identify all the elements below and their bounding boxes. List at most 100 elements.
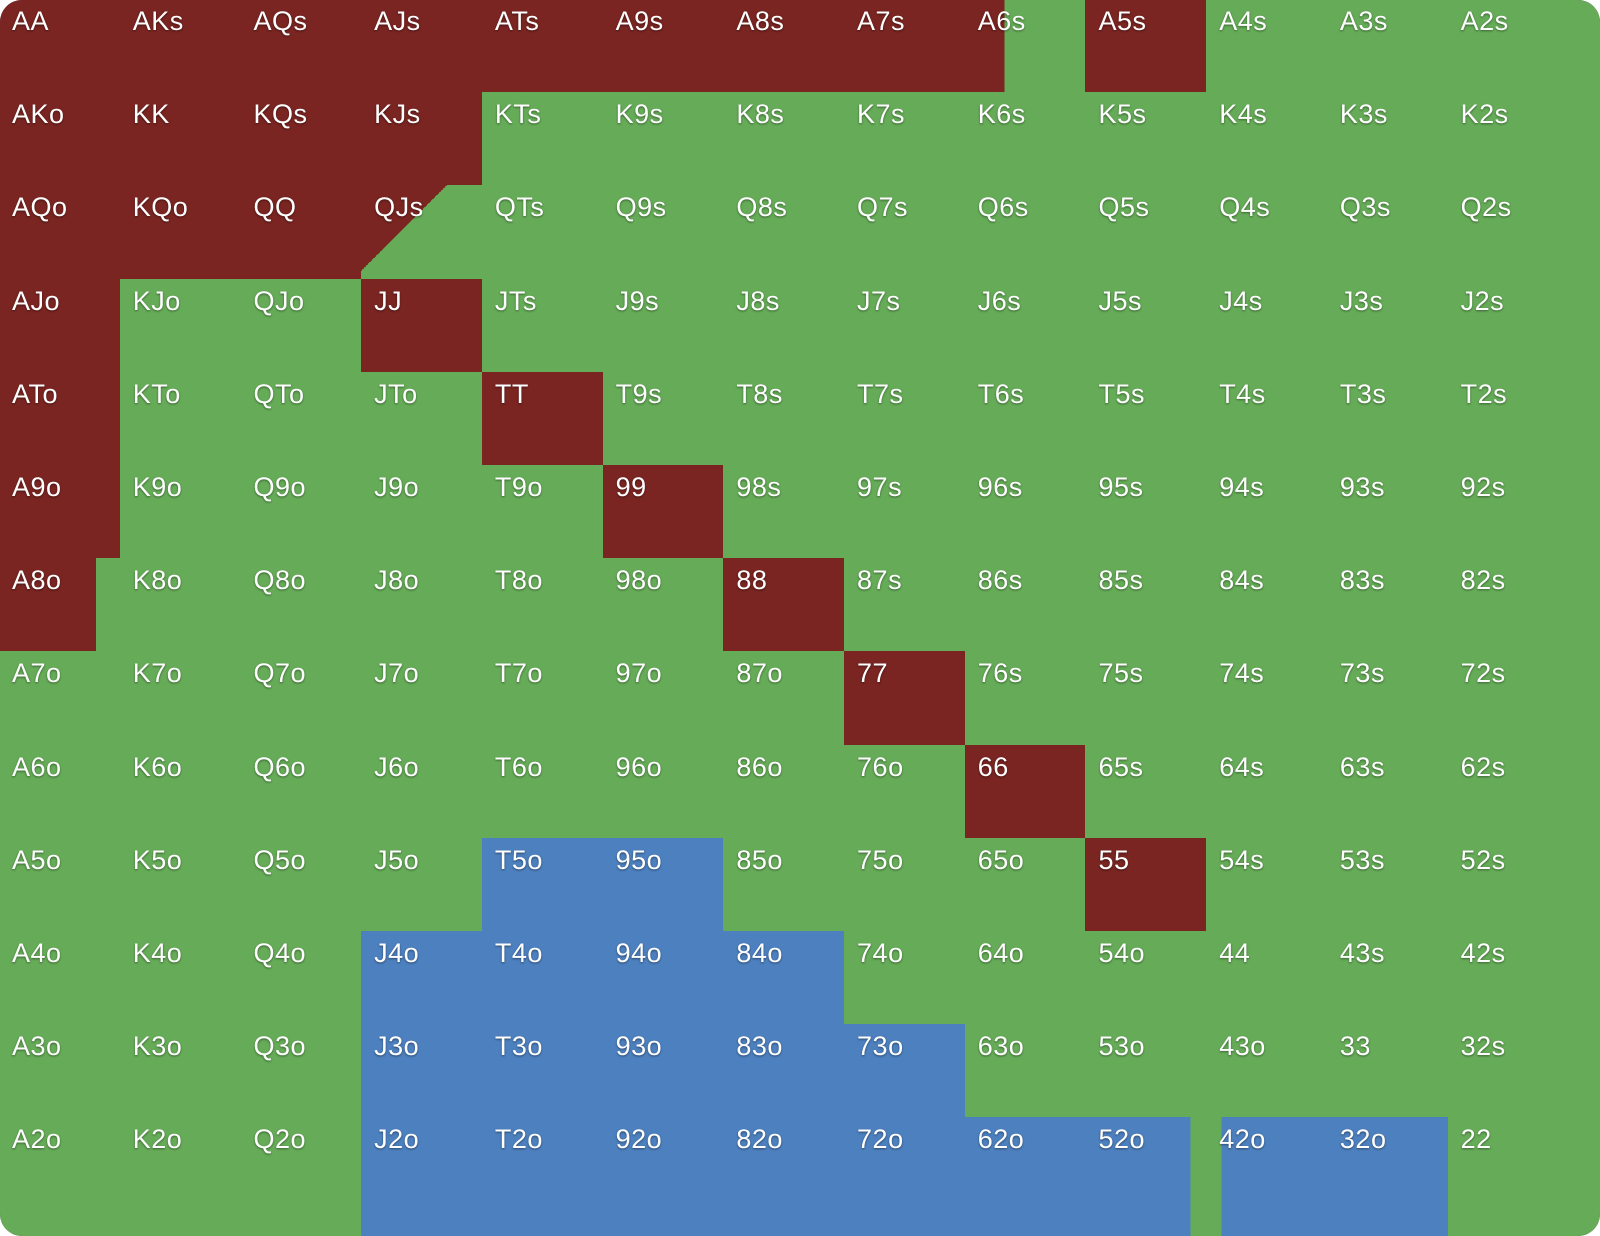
hand-cell-K7o[interactable]: K7o bbox=[119, 651, 241, 745]
hand-cell-54s[interactable]: 54s bbox=[1206, 837, 1327, 931]
hand-cell-95s[interactable]: 95s bbox=[1085, 464, 1207, 559]
hand-cell-KK[interactable]: KK bbox=[119, 92, 241, 186]
hand-cell-95o[interactable]: 95o bbox=[602, 837, 724, 931]
hand-cell-K4s[interactable]: K4s bbox=[1206, 92, 1327, 186]
hand-cell-K5s[interactable]: K5s bbox=[1085, 92, 1207, 186]
hand-cell-T9o[interactable]: T9o bbox=[481, 464, 603, 559]
hand-cell-T3s[interactable]: T3s bbox=[1326, 371, 1448, 465]
hand-cell-T4o[interactable]: T4o bbox=[481, 930, 603, 1025]
hand-cell-64o[interactable]: 64o bbox=[964, 930, 1086, 1025]
hand-cell-85o[interactable]: 85o bbox=[723, 837, 845, 931]
hand-cell-86s[interactable]: 86s bbox=[964, 558, 1086, 652]
hand-cell-K3o[interactable]: K3o bbox=[119, 1024, 241, 1118]
hand-cell-Q2s[interactable]: Q2s bbox=[1447, 185, 1600, 279]
hand-cell-96s[interactable]: 96s bbox=[964, 464, 1086, 559]
hand-cell-62o[interactable]: 62o bbox=[964, 1117, 1086, 1236]
hand-cell-63o[interactable]: 63o bbox=[964, 1024, 1086, 1118]
hand-cell-J3o[interactable]: J3o bbox=[361, 1024, 482, 1118]
hand-cell-T2o[interactable]: T2o bbox=[481, 1117, 603, 1236]
hand-cell-32s[interactable]: 32s bbox=[1447, 1024, 1600, 1118]
hand-cell-83o[interactable]: 83o bbox=[723, 1024, 845, 1118]
hand-cell-82s[interactable]: 82s bbox=[1447, 558, 1600, 652]
hand-cell-J4s[interactable]: J4s bbox=[1206, 278, 1327, 372]
hand-cell-A8o[interactable]: A8o bbox=[0, 558, 120, 652]
hand-cell-K8s[interactable]: K8s bbox=[723, 92, 845, 186]
hand-cell-43o[interactable]: 43o bbox=[1206, 1024, 1327, 1118]
hand-cell-74o[interactable]: 74o bbox=[844, 930, 965, 1025]
hand-cell-Q9s[interactable]: Q9s bbox=[602, 185, 724, 279]
hand-cell-88[interactable]: 88 bbox=[723, 558, 845, 652]
hand-cell-J3s[interactable]: J3s bbox=[1326, 278, 1448, 372]
hand-cell-AJs[interactable]: AJs bbox=[361, 0, 482, 93]
hand-cell-64s[interactable]: 64s bbox=[1206, 744, 1327, 838]
hand-cell-53o[interactable]: 53o bbox=[1085, 1024, 1207, 1118]
hand-cell-T6o[interactable]: T6o bbox=[481, 744, 603, 838]
hand-cell-K7s[interactable]: K7s bbox=[844, 92, 965, 186]
hand-cell-43s[interactable]: 43s bbox=[1326, 930, 1448, 1025]
hand-cell-AJo[interactable]: AJo bbox=[0, 278, 120, 372]
hand-cell-T9s[interactable]: T9s bbox=[602, 371, 724, 465]
hand-cell-A6o[interactable]: A6o bbox=[0, 744, 120, 838]
hand-cell-ATs[interactable]: ATs bbox=[481, 0, 603, 93]
hand-cell-K9s[interactable]: K9s bbox=[602, 92, 724, 186]
hand-cell-KJs[interactable]: KJs bbox=[361, 92, 482, 186]
hand-cell-53s[interactable]: 53s bbox=[1326, 837, 1448, 931]
hand-cell-83s[interactable]: 83s bbox=[1326, 558, 1448, 652]
hand-cell-Q8s[interactable]: Q8s bbox=[723, 185, 845, 279]
hand-cell-82o[interactable]: 82o bbox=[723, 1117, 845, 1236]
hand-cell-KTs[interactable]: KTs bbox=[481, 92, 603, 186]
hand-cell-86o[interactable]: 86o bbox=[723, 744, 845, 838]
hand-cell-42s[interactable]: 42s bbox=[1447, 930, 1600, 1025]
hand-cell-QTo[interactable]: QTo bbox=[240, 371, 362, 465]
hand-cell-AQs[interactable]: AQs bbox=[240, 0, 362, 93]
hand-cell-Q5o[interactable]: Q5o bbox=[240, 837, 362, 931]
hand-cell-T7s[interactable]: T7s bbox=[844, 371, 965, 465]
hand-cell-T7o[interactable]: T7o bbox=[481, 651, 603, 745]
hand-cell-J8o[interactable]: J8o bbox=[361, 558, 482, 652]
hand-cell-Q7s[interactable]: Q7s bbox=[844, 185, 965, 279]
hand-cell-T8o[interactable]: T8o bbox=[481, 558, 603, 652]
hand-cell-KQs[interactable]: KQs bbox=[240, 92, 362, 186]
hand-cell-55[interactable]: 55 bbox=[1085, 837, 1207, 931]
hand-cell-52o[interactable]: 52o bbox=[1085, 1117, 1207, 1236]
hand-cell-K8o[interactable]: K8o bbox=[119, 558, 241, 652]
hand-cell-AA[interactable]: AA bbox=[0, 0, 120, 93]
hand-cell-84o[interactable]: 84o bbox=[723, 930, 845, 1025]
hand-cell-K4o[interactable]: K4o bbox=[119, 930, 241, 1025]
hand-cell-Q4o[interactable]: Q4o bbox=[240, 930, 362, 1025]
hand-cell-TT[interactable]: TT bbox=[481, 371, 603, 465]
hand-cell-96o[interactable]: 96o bbox=[602, 744, 724, 838]
hand-cell-KJo[interactable]: KJo bbox=[119, 278, 241, 372]
hand-cell-94s[interactable]: 94s bbox=[1206, 464, 1327, 559]
hand-cell-KQo[interactable]: KQo bbox=[119, 185, 241, 279]
hand-cell-J5o[interactable]: J5o bbox=[361, 837, 482, 931]
hand-cell-A5o[interactable]: A5o bbox=[0, 837, 120, 931]
hand-cell-A3s[interactable]: A3s bbox=[1326, 0, 1448, 93]
hand-cell-K6o[interactable]: K6o bbox=[119, 744, 241, 838]
hand-cell-KTo[interactable]: KTo bbox=[119, 371, 241, 465]
hand-cell-A9s[interactable]: A9s bbox=[602, 0, 724, 93]
hand-cell-93o[interactable]: 93o bbox=[602, 1024, 724, 1118]
hand-cell-92o[interactable]: 92o bbox=[602, 1117, 724, 1236]
hand-cell-A2s[interactable]: A2s bbox=[1447, 0, 1600, 93]
hand-cell-QTs[interactable]: QTs bbox=[481, 185, 603, 279]
hand-cell-87o[interactable]: 87o bbox=[723, 651, 845, 745]
hand-cell-74s[interactable]: 74s bbox=[1206, 651, 1327, 745]
hand-cell-Q8o[interactable]: Q8o bbox=[240, 558, 362, 652]
hand-cell-J5s[interactable]: J5s bbox=[1085, 278, 1207, 372]
hand-cell-73s[interactable]: 73s bbox=[1326, 651, 1448, 745]
hand-cell-JJ[interactable]: JJ bbox=[361, 278, 482, 372]
hand-cell-J6s[interactable]: J6s bbox=[964, 278, 1086, 372]
hand-cell-AKs[interactable]: AKs bbox=[119, 0, 241, 93]
hand-cell-98o[interactable]: 98o bbox=[602, 558, 724, 652]
hand-cell-J6o[interactable]: J6o bbox=[361, 744, 482, 838]
hand-cell-98s[interactable]: 98s bbox=[723, 464, 845, 559]
hand-cell-T5o[interactable]: T5o bbox=[481, 837, 603, 931]
hand-cell-JTo[interactable]: JTo bbox=[361, 371, 482, 465]
hand-cell-T5s[interactable]: T5s bbox=[1085, 371, 1207, 465]
hand-cell-54o[interactable]: 54o bbox=[1085, 930, 1207, 1025]
hand-cell-76s[interactable]: 76s bbox=[964, 651, 1086, 745]
hand-cell-J2o[interactable]: J2o bbox=[361, 1117, 482, 1236]
hand-cell-T8s[interactable]: T8s bbox=[723, 371, 845, 465]
hand-cell-T4s[interactable]: T4s bbox=[1206, 371, 1327, 465]
